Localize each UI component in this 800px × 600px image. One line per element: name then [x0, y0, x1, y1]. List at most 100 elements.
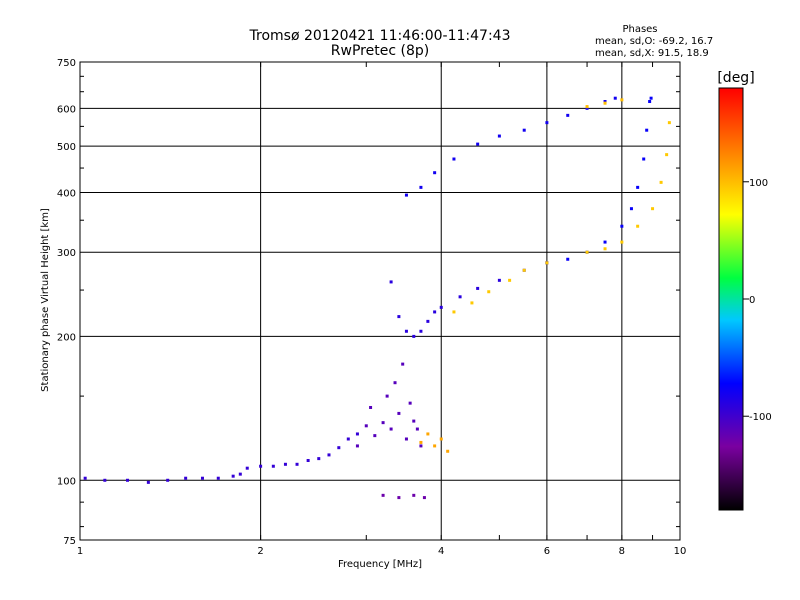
data-point [470, 301, 474, 305]
data-point [659, 180, 663, 184]
data-point [401, 362, 405, 366]
data-point [166, 478, 170, 482]
data-point [103, 478, 107, 482]
data-point [412, 493, 416, 497]
data-point [184, 476, 188, 480]
x-tick-label: 1 [77, 546, 83, 557]
data-point [585, 250, 589, 254]
data-point [497, 278, 501, 282]
data-point [620, 240, 624, 244]
data-point [385, 394, 389, 398]
y-tick-label: 400 [57, 188, 76, 199]
data-point [642, 157, 646, 161]
data-point [648, 100, 652, 104]
y-tick-label: 300 [57, 248, 76, 259]
colorbar-label: [deg] [717, 70, 754, 86]
data-point [665, 153, 669, 157]
data-point [585, 106, 589, 110]
data-point [497, 134, 501, 138]
data-point [419, 185, 423, 189]
colorbar-tick-label: 100 [749, 178, 768, 189]
data-point [355, 444, 359, 448]
data-point [585, 105, 589, 109]
data-point [522, 128, 526, 132]
data-point [146, 480, 150, 484]
data-point [408, 401, 412, 405]
y-tick-label: 750 [57, 58, 76, 69]
data-point [200, 476, 204, 480]
data-point [620, 98, 624, 102]
data-point [397, 411, 401, 415]
x-tick-label: 4 [438, 546, 444, 557]
y-tick-label: 75 [63, 536, 76, 547]
data-point [404, 193, 408, 197]
data-point [369, 405, 373, 409]
data-point [613, 96, 617, 100]
data-point [487, 290, 491, 294]
y-tick-label: 100 [57, 476, 76, 487]
data-point [433, 171, 437, 175]
y-tick-label: 200 [57, 332, 76, 343]
data-point [433, 310, 437, 314]
data-point [295, 462, 299, 466]
grid-lines [79, 61, 681, 541]
data-point [446, 449, 450, 453]
data-point [259, 464, 263, 468]
x-tick-label: 2 [257, 546, 263, 557]
data-point [476, 142, 480, 146]
data-point [603, 100, 607, 104]
data-point [216, 476, 220, 480]
colorbar [718, 87, 744, 511]
data-point [415, 427, 419, 431]
x-tick-label: 6 [544, 546, 550, 557]
data-point [373, 434, 377, 438]
data-point [603, 247, 607, 251]
data-point [566, 257, 570, 261]
data-point [317, 457, 321, 461]
x-tick-label: 8 [619, 546, 625, 557]
phase-stats-x: mean, sd,X: 91.5, 18.9 [595, 48, 709, 59]
data-point [620, 224, 624, 228]
plot-area [79, 61, 681, 541]
data-point [603, 101, 607, 105]
data-point [476, 286, 480, 290]
data-point [458, 295, 462, 299]
y-tick-label: 600 [57, 104, 76, 115]
data-point [419, 329, 423, 333]
data-point [636, 224, 640, 228]
data-point [452, 310, 456, 314]
data-point [389, 427, 393, 431]
data-point [426, 432, 430, 436]
data-point [433, 444, 437, 448]
data-point [439, 437, 443, 441]
axis-ticks: 1 2 4 6 8 10 75 100 200 300 400 500 600 750 [57, 58, 686, 557]
data-point [381, 421, 385, 425]
data-point [404, 329, 408, 333]
data-point [603, 240, 607, 244]
data-point [422, 496, 426, 500]
data-point [238, 472, 242, 476]
data-point [439, 305, 443, 309]
data-point [346, 437, 350, 441]
colorbar-tick-label: 0 [749, 295, 755, 306]
data-point [389, 280, 393, 284]
data-point [649, 96, 653, 100]
y-tick-label: 500 [57, 142, 76, 153]
data-point [83, 476, 87, 480]
data-point [508, 278, 512, 282]
data-point [545, 261, 549, 265]
data-point [629, 207, 633, 211]
data-point [393, 381, 397, 385]
data-point [327, 453, 331, 457]
data-point [412, 419, 416, 423]
data-point [231, 474, 235, 478]
data-point [397, 315, 401, 319]
data-point [426, 319, 430, 323]
x-tick-label: 10 [674, 546, 687, 557]
data-point [337, 446, 341, 450]
data-point [364, 424, 368, 428]
data-point [636, 185, 640, 189]
data-point [522, 268, 526, 272]
data-point [283, 462, 287, 466]
